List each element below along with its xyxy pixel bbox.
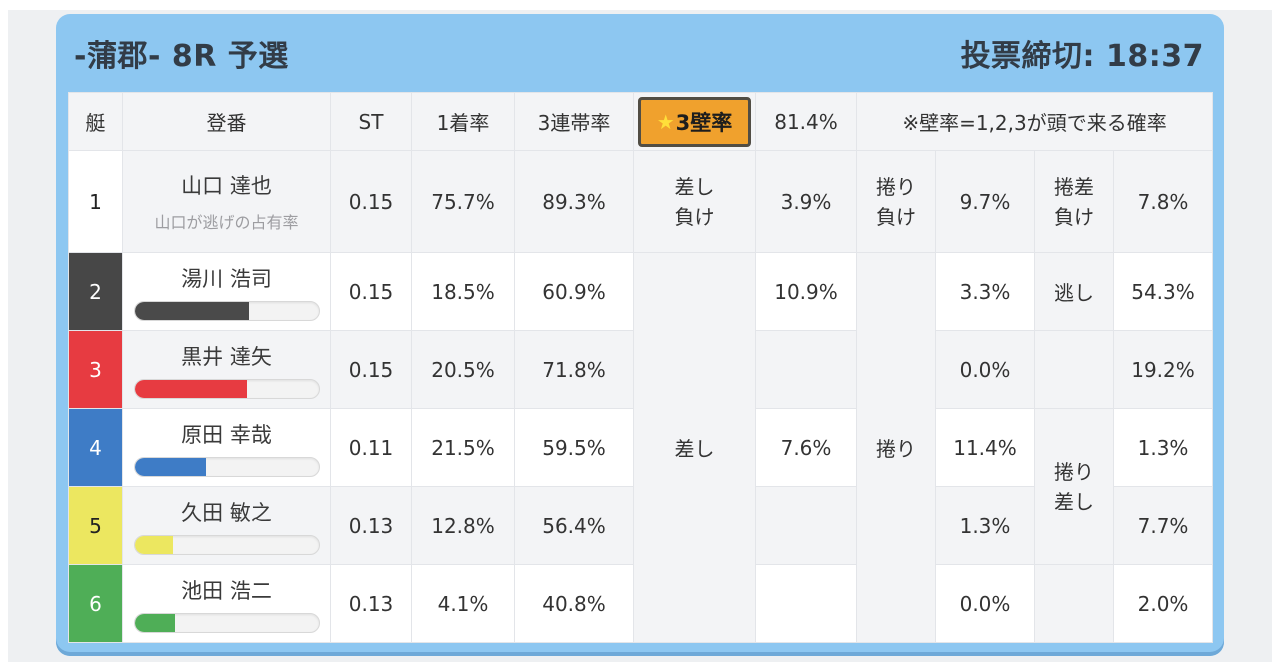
racer-row-6: 6 池田 浩二 0.13 4.1% 40.8% 0.0% 2.0%	[68, 564, 1214, 643]
race-title: -蒲郡- 8R 予選	[74, 39, 289, 74]
racer-name: 原田 幸哉	[181, 422, 272, 447]
racer-cell-4: 原田 幸哉	[122, 408, 331, 487]
racer-name: 山口 達也	[181, 174, 272, 198]
racer-subtitle: 山口が逃げの占有率	[154, 213, 299, 232]
st-value: 0.15	[330, 150, 412, 253]
makuri-value: 0.0%	[935, 564, 1035, 643]
win-rate-value: 75.7%	[411, 150, 515, 253]
racer-row-5: 5 久田 敏之 0.13 12.8% 56.4% 1.3% 7.7%	[68, 486, 1214, 565]
boat-number-2: 2	[68, 252, 123, 331]
makuri-make-value: 9.7%	[935, 150, 1035, 253]
share-bar	[133, 612, 320, 633]
racer-name: 池田 浩二	[181, 578, 272, 603]
col-header-trio-rate: 3連帯率	[514, 92, 634, 151]
sashi-make-value: 3.9%	[755, 150, 857, 253]
makurizashi-label: 捲り差し	[1034, 408, 1114, 565]
st-value: 0.11	[330, 408, 412, 487]
col-header-boat: 艇	[68, 92, 123, 151]
racer-cell-1: 山口 達也 山口が逃げの占有率	[122, 150, 331, 253]
third-value: 54.3%	[1112, 252, 1214, 331]
sashi-value-empty	[755, 486, 857, 565]
col-header-win-rate: 1着率	[411, 92, 515, 151]
racer-row-2: 2 湯川 浩司 0.15 18.5% 60.9% 差し 10.9% 捲り 3.3…	[68, 252, 1214, 643]
wall-rate-header-cell: ★ 3壁率	[633, 92, 756, 151]
racer-cell-3: 黒井 達矢	[122, 330, 331, 409]
racer-cell-6: 池田 浩二	[122, 564, 331, 643]
boat-number-5: 5	[68, 486, 123, 565]
win-rate-value: 12.8%	[411, 486, 515, 565]
sashi-value-empty	[755, 330, 857, 409]
sashi-value-empty	[755, 564, 857, 643]
makurizashi-make-value: 7.8%	[1112, 150, 1214, 253]
third-label-empty	[1034, 330, 1114, 409]
boat-number-1: 1	[68, 150, 123, 253]
col-header-racer: 登番	[122, 92, 331, 151]
trio-rate-value: 71.8%	[514, 330, 634, 409]
share-bar	[133, 300, 320, 321]
boat-number-4: 4	[68, 408, 123, 487]
racer-row-4: 4 原田 幸哉 0.11 21.5% 59.5% 7.6% 11.4% 捲り差し…	[68, 408, 1214, 565]
trio-rate-value: 40.8%	[514, 564, 634, 643]
wall-rate-chip[interactable]: ★ 3壁率	[638, 96, 751, 147]
sashi-value: 7.6%	[755, 408, 857, 487]
race-card-panel: -蒲郡- 8R 予選 投票締切: 18:37 艇 登番 ST 1着率 3連帯率 …	[56, 14, 1224, 656]
trio-rate-value: 56.4%	[514, 486, 634, 565]
racer-row-1: 1 山口 達也 山口が逃げの占有率 0.15 75.7% 89.3% 差し負け …	[68, 150, 1214, 253]
st-value: 0.13	[330, 486, 412, 565]
share-bar	[133, 456, 320, 477]
share-bar	[133, 534, 320, 555]
makuri-value: 0.0%	[935, 330, 1035, 409]
win-rate-value: 21.5%	[411, 408, 515, 487]
makurizashi-make-label: 捲差負け	[1034, 150, 1114, 253]
makuri-value: 1.3%	[935, 486, 1035, 565]
sashi-make-label: 差し負け	[633, 150, 756, 253]
win-rate-value: 4.1%	[411, 564, 515, 643]
makuri-value: 11.4%	[935, 408, 1035, 487]
win-rate-value: 20.5%	[411, 330, 515, 409]
racer-cell-2: 湯川 浩司	[122, 252, 331, 331]
boat-number-6: 6	[68, 564, 123, 643]
makuri-label: 捲り	[856, 252, 936, 643]
vote-deadline: 投票締切: 18:37	[960, 39, 1204, 74]
sashi-value: 10.9%	[755, 252, 857, 331]
racer-name: 黒井 達矢	[181, 344, 272, 369]
st-value: 0.15	[330, 252, 412, 331]
racer-cell-5: 久田 敏之	[122, 486, 331, 565]
race-card-header: -蒲郡- 8R 予選 投票締切: 18:37	[56, 14, 1224, 92]
third-value: 7.7%	[1112, 486, 1214, 565]
nogashi-label: 逃し	[1034, 252, 1114, 331]
trio-rate-value: 89.3%	[514, 150, 634, 253]
wall-rate-note: ※壁率=1,2,3が頭で来る確率	[855, 92, 1214, 151]
racer-name: 久田 敏之	[181, 500, 272, 525]
wall-rate-value: 81.4%	[755, 92, 857, 151]
wall-rate-label: 3壁率	[675, 110, 733, 135]
boat-number-3: 3	[68, 330, 123, 409]
racer-row-3: 3 黒井 達矢 0.15 20.5% 71.8% 0.0% 19.2%	[68, 330, 1214, 409]
win-rate-value: 18.5%	[411, 252, 515, 331]
racer-name: 湯川 浩司	[181, 266, 272, 291]
col-header-st: ST	[330, 92, 412, 151]
trio-rate-value: 60.9%	[514, 252, 634, 331]
race-table: 艇 登番 ST 1着率 3連帯率 ★ 3壁率 81.4% ※壁率=1,2,3が頭で…	[68, 92, 1214, 643]
trio-rate-value: 59.5%	[514, 408, 634, 487]
share-bar	[133, 378, 320, 399]
st-value: 0.13	[330, 564, 412, 643]
makuri-make-label: 捲り負け	[856, 150, 936, 253]
sashi-label: 差し	[633, 252, 756, 643]
third-value: 19.2%	[1112, 330, 1214, 409]
third-value: 2.0%	[1112, 564, 1214, 643]
makuri-value: 3.3%	[935, 252, 1035, 331]
third-label-empty	[1034, 564, 1114, 643]
third-value: 1.3%	[1112, 408, 1214, 487]
star-icon: ★	[656, 109, 675, 134]
st-value: 0.15	[330, 330, 412, 409]
